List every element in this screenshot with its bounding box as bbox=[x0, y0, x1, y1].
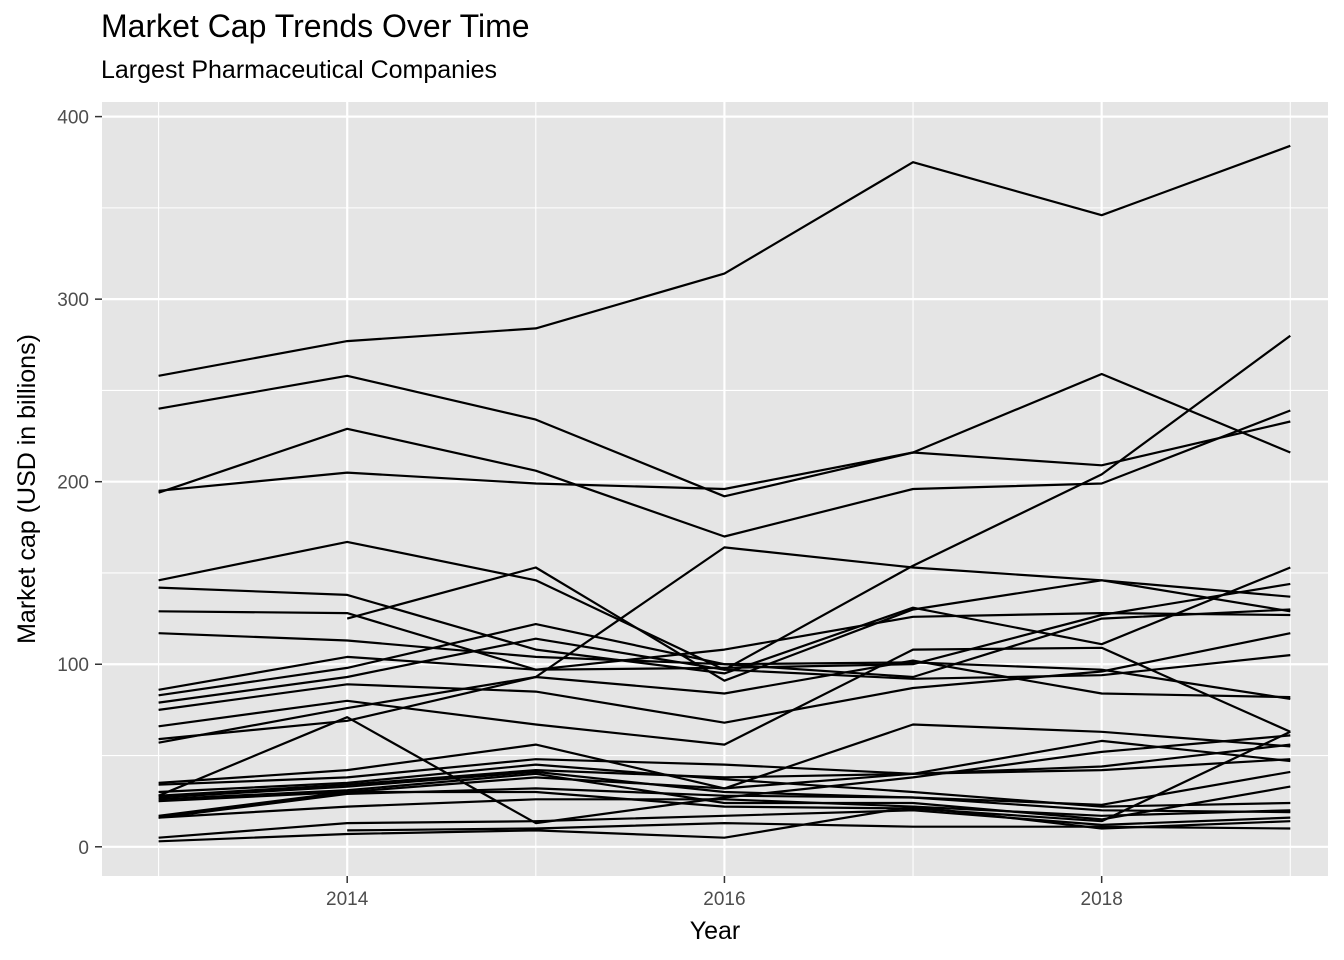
series-line-19 bbox=[158, 758, 1291, 786]
series-line-28 bbox=[158, 809, 1291, 839]
series-line-30 bbox=[347, 821, 1291, 832]
chart-title: Market Cap Trends Over Time bbox=[101, 8, 530, 44]
y-tick-label: 300 bbox=[57, 290, 89, 311]
series-line-29 bbox=[158, 805, 1291, 843]
series-line-23 bbox=[158, 772, 1291, 821]
series-line-27 bbox=[158, 787, 1291, 819]
x-axis-title: Year bbox=[690, 917, 741, 945]
y-tick-label: 400 bbox=[57, 108, 89, 129]
series-line-3 bbox=[158, 409, 1291, 538]
series-line-25 bbox=[158, 739, 1291, 817]
series-line-10 bbox=[158, 611, 1291, 691]
x-tick-label: 2014 bbox=[326, 889, 369, 910]
y-tick-label: 0 bbox=[78, 838, 89, 859]
series-line-20 bbox=[158, 763, 1291, 808]
y-tick-label: 100 bbox=[57, 655, 89, 676]
x-tick-label: 2018 bbox=[1081, 889, 1123, 910]
series-line-15 bbox=[158, 659, 1291, 741]
series-line-11 bbox=[158, 622, 1291, 700]
series-line-14 bbox=[158, 646, 1291, 746]
minor-gridlines bbox=[102, 102, 1328, 876]
series-line-9 bbox=[346, 566, 1291, 682]
y-tick-label: 200 bbox=[57, 473, 89, 494]
series-lines bbox=[158, 144, 1291, 843]
series-line-26 bbox=[158, 798, 1291, 819]
series-line-6 bbox=[158, 566, 1291, 675]
series-line-7 bbox=[158, 582, 1291, 671]
series-line-12 bbox=[158, 637, 1291, 704]
series-line-22 bbox=[158, 770, 1291, 806]
series-line-17 bbox=[158, 716, 1291, 825]
series-line-4 bbox=[158, 420, 1291, 492]
x-axis: 2014 2016 2018 bbox=[326, 876, 1123, 910]
x-tick-label: 2016 bbox=[703, 889, 745, 910]
y-axis-title: Market cap (USD in billions) bbox=[13, 334, 41, 644]
y-axis: 0 100 200 300 400 bbox=[57, 108, 102, 859]
series-line-21 bbox=[158, 743, 1291, 797]
series-line-2 bbox=[158, 372, 1291, 498]
chart-subtitle: Largest Pharmaceutical Companies bbox=[101, 56, 498, 84]
series-line-13 bbox=[158, 632, 1291, 724]
series-line-16 bbox=[158, 546, 1291, 744]
series-line-1 bbox=[158, 144, 1291, 377]
